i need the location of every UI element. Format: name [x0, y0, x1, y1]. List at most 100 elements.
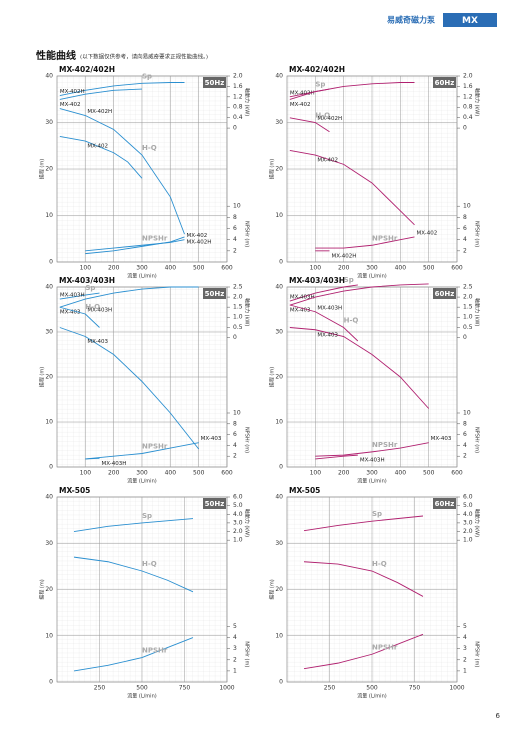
y-tick-label: 0 [233, 125, 237, 132]
y-tick-label: 40 [45, 284, 53, 291]
chart-title: MX-402/402H [59, 65, 115, 74]
x-tick-label: 500 [423, 265, 435, 272]
y-tick-label: 30 [45, 329, 53, 336]
series-label: MX-402H [317, 116, 342, 122]
y-tick-label: 2.0 [463, 294, 473, 301]
curve [289, 82, 415, 100]
y-tick-label: 2 [463, 656, 467, 663]
y-tick-label: 1.0 [233, 314, 243, 321]
x-tick-label: 100 [80, 470, 92, 477]
y-tick-label: 2.0 [233, 294, 243, 301]
y3-axis-label: NPSHr (m) [244, 641, 250, 667]
y-tick-label: 40 [275, 73, 283, 80]
y-tick-label: 4.0 [233, 511, 243, 518]
y-axis-label: 揚程 (m) [39, 579, 46, 599]
curve-label: H-Q [85, 303, 100, 311]
y3-axis-label: NPSHr (m) [474, 641, 480, 667]
y-tick-label: 4 [233, 236, 237, 243]
x-tick-label: 600 [221, 265, 233, 272]
y-tick-label: 30 [275, 329, 283, 336]
y-tick-label: 2 [463, 453, 467, 460]
x-tick-label: 1000 [449, 685, 464, 692]
y-tick-label: 1.6 [233, 83, 243, 90]
y2-axis-label: 軸動力 (kW) [474, 509, 481, 537]
x-tick-label: 500 [366, 685, 378, 692]
series-badge-bg [443, 13, 497, 27]
x-tick-label: 200 [108, 265, 120, 272]
y-tick-label: 10 [275, 212, 283, 219]
series-label: MX-402H [60, 89, 85, 95]
x-tick-label: 400 [395, 470, 407, 477]
page-number: 6 [496, 712, 501, 720]
y2-axis-label: 軸動力 (kW) [244, 88, 251, 116]
curve [59, 286, 199, 308]
y-tick-label: 1.0 [463, 537, 473, 544]
curve [59, 136, 143, 179]
y3-axis-label: NPSHr (m) [244, 221, 250, 247]
curve [303, 633, 424, 670]
series-label: MX-403 [290, 308, 311, 314]
curve [59, 306, 100, 328]
y-tick-label: 40 [45, 494, 53, 501]
y2-axis-label: 軸動力 (kW) [474, 298, 481, 326]
series-label: MX-402 [60, 102, 81, 108]
badge-bg [433, 77, 456, 88]
curve [315, 442, 429, 457]
y-tick-label: 30 [45, 540, 53, 547]
chart-title: MX-505 [289, 486, 320, 495]
x-tick-label: 400 [395, 265, 407, 272]
curve [315, 454, 358, 460]
curve [303, 515, 424, 532]
y2-axis-label: 軸動力 (kW) [244, 509, 251, 537]
y-tick-label: 2.0 [233, 73, 243, 80]
x-tick-label: 300 [136, 470, 148, 477]
y-tick-label: 6 [463, 431, 467, 438]
y-tick-label: 1 [233, 667, 237, 674]
y-tick-label: 3 [233, 645, 237, 652]
curve [59, 88, 143, 100]
y-tick-label: 6 [463, 225, 467, 232]
y-axis-label: 揚程 (m) [269, 159, 276, 179]
curve-label: Sp [344, 276, 354, 284]
y-tick-label: 30 [275, 540, 283, 547]
y-tick-label: 6 [233, 431, 237, 438]
curve [85, 457, 100, 460]
y-tick-label: 5 [463, 623, 467, 630]
y-tick-label: 0 [279, 464, 283, 471]
x-tick-label: 500 [423, 470, 435, 477]
series-label: MX-403H [317, 305, 342, 311]
y-tick-label: 2.0 [463, 528, 473, 535]
x-axis-label: 流量 (L/min) [127, 693, 156, 700]
y-tick-label: 3 [463, 645, 467, 652]
y2-axis-label: 軸動力 (kW) [474, 88, 481, 116]
y3-axis-label: NPSHr (m) [474, 427, 480, 453]
x-tick-label: 400 [165, 265, 177, 272]
y-tick-label: 4 [463, 442, 467, 449]
y2-axis-label: 軸動力 (kW) [244, 298, 251, 326]
curve-label: NPSHr [142, 443, 168, 451]
y-tick-label: 0.8 [233, 104, 243, 111]
y-axis-label: 揚程 (m) [269, 367, 276, 387]
y-tick-label: 10 [463, 203, 471, 210]
curve-label: H-Q [142, 144, 157, 152]
x-tick-label: 200 [338, 265, 350, 272]
y-tick-label: 0.4 [463, 114, 473, 121]
x-tick-label: 250 [324, 685, 336, 692]
y-tick-label: 6.0 [233, 494, 243, 501]
chart-title: MX-505 [59, 486, 90, 495]
y-tick-label: 20 [45, 166, 53, 173]
y-axis-label: 揚程 (m) [39, 367, 46, 387]
y-tick-label: 4 [233, 442, 237, 449]
y-tick-label: 40 [45, 73, 53, 80]
x-tick-label: 250 [94, 685, 106, 692]
y-tick-label: 0 [49, 464, 53, 471]
y-tick-label: 0.4 [233, 114, 243, 121]
y3-axis-label: NPSHr (m) [244, 427, 250, 453]
curve-label: Sp [85, 284, 95, 292]
curve [73, 518, 194, 532]
curve-label: Sp [372, 510, 382, 518]
y-tick-label: 40 [275, 284, 283, 291]
y-tick-label: 6.0 [463, 494, 473, 501]
badge: 50Hz [205, 500, 225, 508]
